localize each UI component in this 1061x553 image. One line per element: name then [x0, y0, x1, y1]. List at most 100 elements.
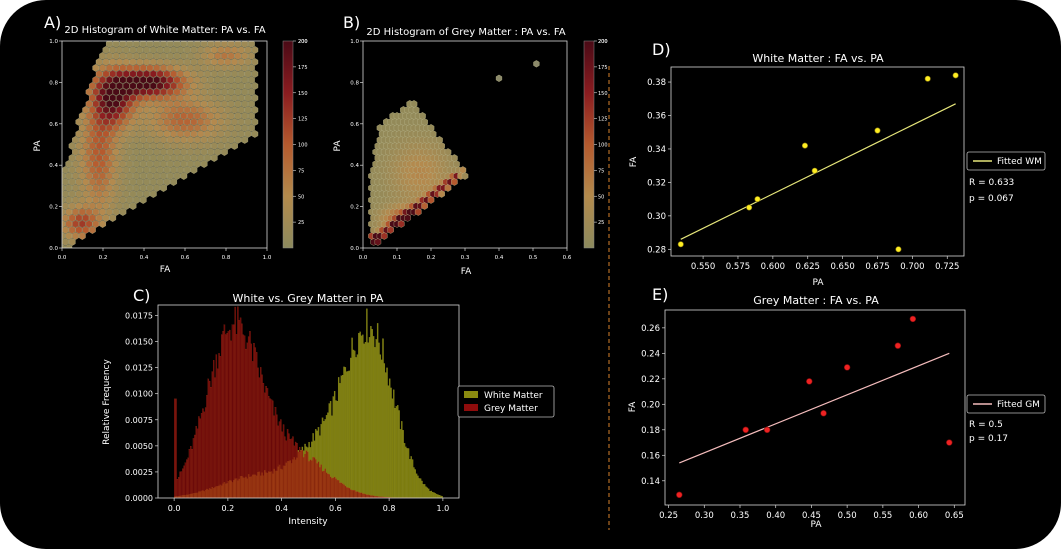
x-tick-label: 0.700 [900, 262, 924, 272]
grey-matter-bar [335, 479, 336, 498]
y-tick-label: 0.0175 [125, 311, 153, 320]
outlier-hexbin [496, 75, 502, 82]
white-matter-bar [427, 488, 428, 498]
y-tick-label: 0.34 [647, 145, 666, 155]
panel-b-letter: B) [343, 13, 360, 32]
y-tick-label: 0.8 [350, 80, 359, 86]
x-tick-label: 0.30 [695, 511, 714, 521]
colorbar-tick-label: 175 [598, 65, 608, 71]
y-tick-label: 0.38 [647, 78, 666, 88]
grey-matter-bar [274, 416, 275, 498]
x-tick-label: 0.650 [830, 262, 854, 272]
grey-matter-bar [245, 349, 246, 498]
grey-matter-bar [210, 387, 211, 498]
white-matter-bar [366, 309, 367, 498]
grey-matter-bar [213, 360, 214, 498]
grey-matter-bar [314, 458, 315, 498]
scatter-point [821, 410, 827, 416]
panel-c-letter: C) [133, 286, 150, 305]
panel-b-xlabel: FA [461, 267, 472, 277]
scatter-point [746, 205, 751, 210]
colorbar-tick-label: 175 [298, 65, 308, 71]
y-tick-label: 0.0050 [125, 442, 153, 451]
grey-matter-bar [317, 463, 318, 498]
grey-matter-bar [206, 395, 207, 498]
grey-matter-bar [181, 472, 182, 498]
white-matter-bar [362, 335, 363, 498]
grey-matter-bar [263, 383, 264, 498]
x-tick-label: 0.2 [99, 255, 108, 261]
grey-matter-bar [292, 437, 293, 498]
grey-matter-bar [322, 471, 323, 498]
panel-a-title: 2D Histogram of White Matter: PA vs. FA [64, 25, 265, 36]
legend-swatch-white-matter [464, 391, 478, 398]
y-tick-label: 1.0 [350, 39, 359, 45]
grey-matter-bar [282, 432, 283, 498]
colorbar-tick-label: 125 [598, 117, 608, 123]
grey-matter-bar [358, 492, 359, 498]
y-tick-label: 0.6 [350, 122, 359, 128]
grey-matter-bar [299, 447, 300, 498]
y-tick-label: 0.0 [49, 246, 58, 252]
grey-matter-bar [259, 378, 260, 498]
grey-matter-bar [244, 336, 245, 498]
grey-matter-bar [194, 435, 195, 498]
grey-matter-bar [229, 330, 230, 498]
hexbin [445, 148, 451, 155]
white-matter-bar [438, 495, 439, 498]
white-matter-bar [403, 430, 404, 498]
x-tick-label: 0.8 [222, 255, 231, 261]
panel-e-title: Grey Matter : FA vs. PA [753, 294, 879, 307]
grey-matter-bar [280, 420, 281, 498]
white-matter-bar [380, 355, 381, 498]
y-tick-label: 0.0100 [125, 390, 153, 399]
grey-matter-bar [216, 355, 217, 498]
grey-matter-bar [300, 451, 301, 498]
white-matter-bar [373, 336, 374, 498]
grey-matter-bar [236, 334, 237, 498]
white-matter-bar [347, 371, 348, 498]
grey-matter-bar [306, 451, 307, 498]
scatter-point [802, 143, 807, 148]
colorbar-tick-label: 200 [598, 39, 608, 45]
grey-matter-bar [327, 474, 328, 498]
panel-c-ylabel: Relative Frequency [102, 359, 112, 445]
colorbar-tick-label: 150 [298, 91, 308, 97]
scatter-point [925, 76, 930, 81]
grey-matter-bar [175, 399, 176, 498]
white-matter-bar [412, 460, 413, 499]
white-matter-bar [389, 379, 390, 498]
panel-e-stat-r: R = 0.5 [969, 420, 1003, 430]
scatter-point [678, 242, 683, 247]
y-tick-label: 0.0125 [125, 364, 153, 373]
white-matter-bar [409, 459, 410, 498]
grey-matter-bar [287, 429, 288, 498]
grey-matter-bar [239, 320, 240, 498]
white-matter-bar [429, 491, 430, 498]
white-matter-bar [372, 329, 373, 498]
white-matter-bar [338, 377, 339, 498]
grey-matter-bar [364, 494, 365, 498]
white-matter-bar [424, 484, 425, 498]
white-matter-bar [345, 367, 346, 498]
grey-matter-bar [227, 333, 228, 498]
colorbar-tick-label: 75 [298, 168, 304, 174]
grey-matter-bar [323, 471, 324, 498]
grey-matter-bar [205, 408, 206, 499]
grey-matter-bar [231, 341, 232, 498]
panel-d-letter: D) [652, 40, 671, 59]
y-tick-label: 0.24 [641, 349, 660, 359]
grey-matter-bar [356, 492, 357, 498]
panel-b-colorbar [584, 41, 594, 248]
white-matter-bar [399, 410, 400, 498]
grey-matter-bar [232, 325, 233, 498]
panel-e-stat-p: p = 0.17 [969, 434, 1008, 444]
y-tick-label: 0.30 [647, 212, 666, 222]
grey-matter-bar [190, 446, 191, 498]
panel-b-ylabel: PA [333, 140, 343, 152]
grey-matter-bar [249, 331, 250, 498]
grey-matter-bar [268, 396, 269, 498]
white-matter-bar [356, 357, 357, 498]
white-matter-bar [388, 386, 389, 498]
